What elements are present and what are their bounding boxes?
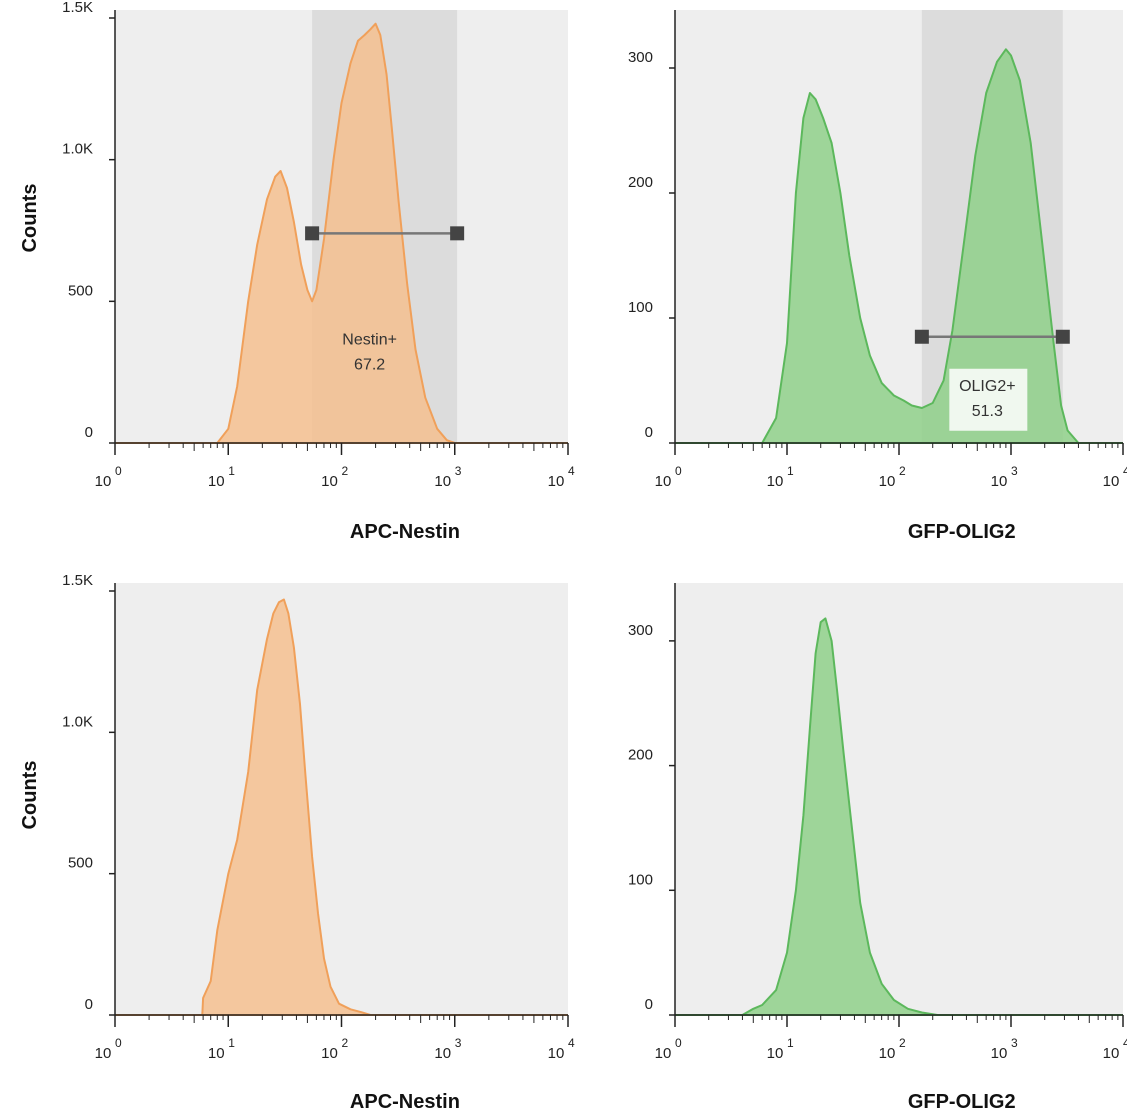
plot-area [115, 583, 568, 1015]
histogram-area [741, 617, 939, 1016]
histogram-area [761, 48, 1080, 444]
x-tick-label: 10 [1103, 473, 1120, 490]
panel-top-right: OLIG2+51.30100200300100101102103104GFP-O… [628, 10, 1127, 543]
x-tick-exponent: 3 [1011, 464, 1018, 478]
x-tick-exponent: 3 [1011, 1036, 1018, 1050]
x-tick-exponent: 1 [787, 1036, 794, 1050]
y-tick-label: 0 [645, 424, 653, 441]
y-tick-label: 1.0K [62, 141, 93, 158]
y-tick-label: 500 [68, 282, 93, 299]
y-tick-label: 200 [628, 747, 653, 764]
y-tick-label: 1.5K [62, 572, 93, 589]
x-tick-label: 10 [548, 1045, 565, 1062]
gate-handle-right[interactable] [1055, 329, 1070, 344]
gate-label: OLIG2+ [959, 378, 1015, 395]
gate-label-box [949, 368, 1028, 431]
x-tick-exponent: 3 [455, 464, 462, 478]
x-tick-exponent: 3 [455, 1036, 462, 1050]
y-axis-title-bottom: Counts [19, 761, 41, 830]
x-tick-label: 10 [767, 1045, 784, 1062]
x-tick-label: 10 [208, 473, 225, 490]
y-tick-label: 300 [628, 49, 653, 66]
x-tick-label: 10 [767, 473, 784, 490]
x-axis-title: APC-Nestin [350, 521, 460, 543]
x-tick-exponent: 4 [568, 464, 575, 478]
x-tick-label: 10 [1103, 1045, 1120, 1062]
x-tick-exponent: 4 [1123, 1036, 1127, 1050]
x-axis-title: APC-Nestin [350, 1091, 460, 1113]
x-tick-exponent: 2 [342, 464, 349, 478]
y-tick-label: 100 [628, 871, 653, 888]
x-tick-label: 10 [95, 473, 112, 490]
gate-percentage: 51.3 [972, 403, 1003, 420]
gate-label: Nestin+ [342, 331, 397, 348]
gate-handle-right[interactable] [450, 226, 465, 241]
x-tick-label: 10 [548, 473, 565, 490]
y-tick-label: 1.5K [62, 0, 93, 16]
gate-handle-left[interactable] [914, 329, 929, 344]
y-tick-label: 100 [628, 299, 653, 316]
x-tick-label: 10 [434, 1045, 451, 1062]
x-tick-exponent: 2 [899, 464, 906, 478]
x-tick-label: 10 [991, 1045, 1008, 1062]
x-tick-label: 10 [95, 1045, 112, 1062]
x-tick-exponent: 2 [342, 1036, 349, 1050]
x-tick-exponent: 1 [228, 464, 235, 478]
x-tick-label: 10 [321, 1045, 338, 1062]
x-axis-title: GFP-OLIG2 [908, 1091, 1016, 1113]
x-tick-label: 10 [434, 473, 451, 490]
x-tick-label: 10 [991, 473, 1008, 490]
y-tick-label: 1.0K [62, 713, 93, 730]
y-tick-label: 500 [68, 855, 93, 872]
x-tick-exponent: 0 [115, 1036, 122, 1050]
plot-area [675, 583, 1123, 1015]
x-tick-label: 10 [879, 473, 896, 490]
x-axis-title: GFP-OLIG2 [908, 521, 1016, 543]
x-tick-label: 10 [879, 1045, 896, 1062]
x-tick-exponent: 1 [787, 464, 794, 478]
x-tick-label: 10 [655, 1045, 672, 1062]
x-tick-exponent: 1 [228, 1036, 235, 1050]
x-tick-exponent: 4 [568, 1036, 575, 1050]
x-tick-exponent: 4 [1123, 464, 1127, 478]
panel-top-left: Nestin+67.205001.0K1.5K100101102103104AP… [62, 0, 575, 543]
y-tick-label: 0 [645, 996, 653, 1013]
y-axis-title-top: Counts [19, 184, 41, 253]
y-tick-label: 200 [628, 174, 653, 191]
x-tick-exponent: 0 [675, 1036, 682, 1050]
x-tick-label: 10 [208, 1045, 225, 1062]
y-tick-label: 0 [85, 996, 93, 1013]
x-tick-exponent: 2 [899, 1036, 906, 1050]
gate-percentage: 67.2 [354, 356, 385, 373]
x-tick-label: 10 [321, 473, 338, 490]
x-tick-exponent: 0 [115, 464, 122, 478]
gate-handle-left[interactable] [305, 226, 320, 241]
x-tick-label: 10 [655, 473, 672, 490]
x-tick-exponent: 0 [675, 464, 682, 478]
y-tick-label: 300 [628, 622, 653, 639]
y-tick-label: 0 [85, 424, 93, 441]
histogram-area [201, 598, 372, 1016]
